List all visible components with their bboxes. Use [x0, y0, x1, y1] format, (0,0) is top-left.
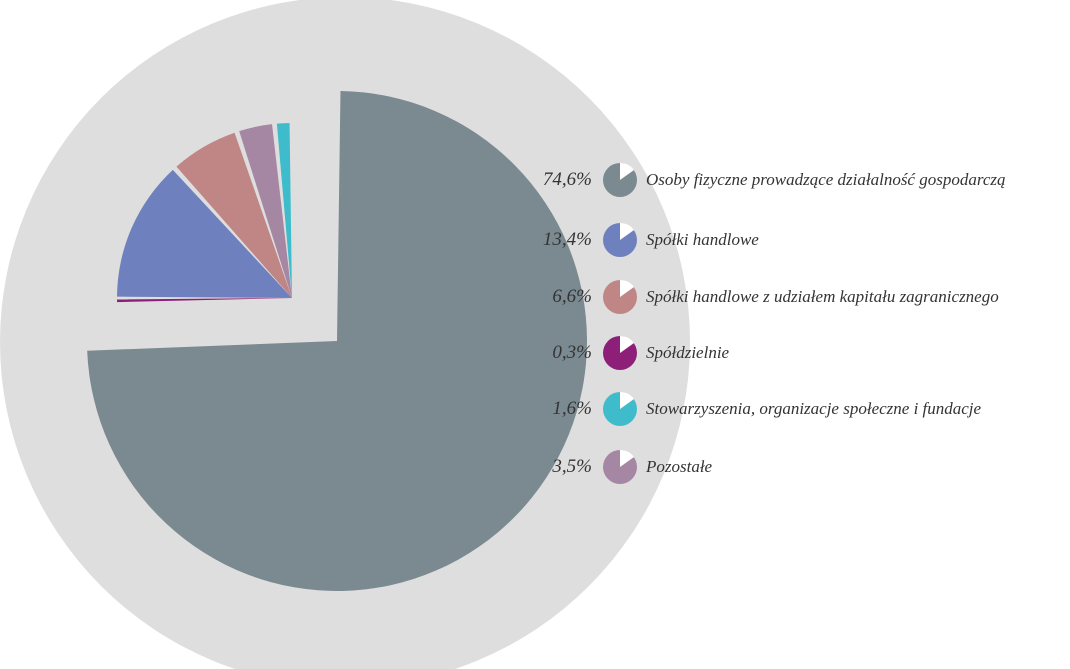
slice-osoby-fizyczne	[87, 91, 587, 592]
legend-value: 0,3%	[552, 342, 592, 363]
slice-spolki-zagraniczne	[176, 132, 292, 298]
pie-slice-icon	[603, 449, 637, 484]
legend-label: Spółki handlowe	[646, 230, 759, 249]
legend-label: Stowarzyszenia, organizacje społeczne i …	[646, 399, 982, 418]
pie-slice-icon	[603, 162, 637, 197]
legend-item-pozostale: 3,5% Pozostałe	[520, 447, 712, 487]
pie-slice-icon	[603, 222, 637, 257]
legend-label: Pozostałe	[646, 457, 713, 476]
slice-spolki-handlowe	[117, 169, 292, 298]
legend-value: 6,6%	[552, 286, 592, 307]
legend-item-stowarzyszenia: 1,6% Stowarzyszenia, organizacje społecz…	[520, 389, 981, 429]
slice-pozostale	[239, 124, 292, 298]
legend-value: 1,6%	[552, 398, 592, 419]
legend-item-osoby-fizyczne: 74,6% Osoby fizyczne prowadzące działaln…	[520, 160, 1006, 200]
legend-label: Spółki handlowe z udziałem kapitału zagr…	[646, 287, 999, 306]
pie-slice-icon	[603, 335, 637, 370]
legend-item-spolki-handlowe: 13,4% Spółki handlowe	[520, 220, 759, 260]
legend-value: 74,6%	[542, 169, 592, 190]
legend-value: 13,4%	[542, 229, 592, 250]
pie-slice-icon	[603, 391, 637, 426]
pie-slices	[87, 91, 587, 592]
pie-slice-icon	[603, 279, 637, 314]
legend-item-spolki-zagraniczne: 6,6% Spółki handlowe z udziałem kapitału…	[520, 277, 999, 317]
legend-label: Osoby fizyczne prowadzące działalność go…	[646, 170, 1006, 189]
slice-stowarzyszenia	[276, 123, 292, 298]
legend-item-spoldzielnie: 0,3% Spółdzielnie	[520, 333, 729, 373]
legend-value: 3,5%	[552, 456, 592, 477]
legend-label: Spółdzielnie	[646, 343, 730, 362]
slice-spoldzielnie	[117, 298, 293, 303]
